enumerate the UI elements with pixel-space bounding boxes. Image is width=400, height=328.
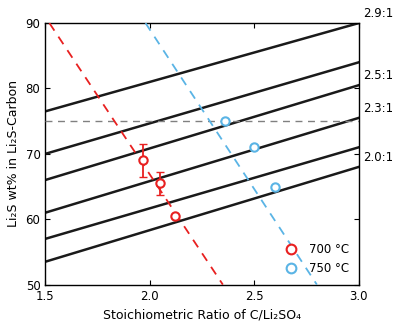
Text: 2.0:1: 2.0:1 — [363, 151, 393, 164]
Text: 2.9:1: 2.9:1 — [363, 7, 393, 20]
Y-axis label: Li₂S wt% in Li₂S-Carbon: Li₂S wt% in Li₂S-Carbon — [7, 80, 20, 227]
Legend: 700 °C, 750 °C: 700 °C, 750 °C — [276, 240, 353, 279]
Text: 2.5:1: 2.5:1 — [363, 69, 393, 82]
X-axis label: Stoichiometric Ratio of C/Li₂SO₄: Stoichiometric Ratio of C/Li₂SO₄ — [103, 308, 301, 321]
Text: 2.3:1: 2.3:1 — [363, 102, 393, 115]
